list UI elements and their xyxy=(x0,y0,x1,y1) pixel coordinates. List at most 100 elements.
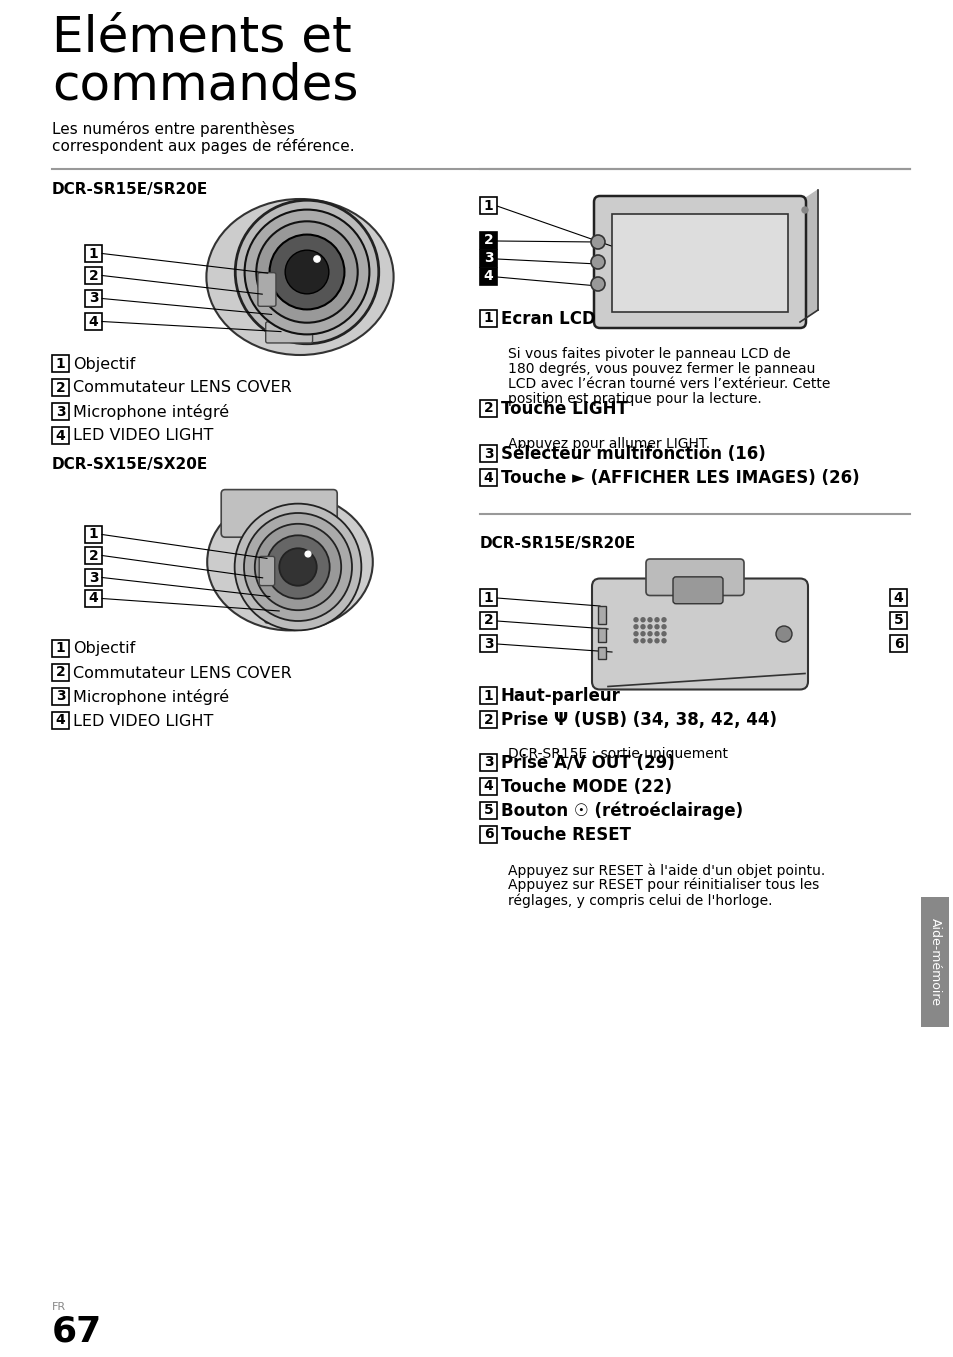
Circle shape xyxy=(655,632,659,635)
Circle shape xyxy=(775,626,791,642)
Text: FR: FR xyxy=(52,1301,66,1312)
Text: 5: 5 xyxy=(893,613,902,627)
Text: 2: 2 xyxy=(55,665,66,680)
Text: correspondent aux pages de référence.: correspondent aux pages de référence. xyxy=(52,138,355,153)
Text: 1: 1 xyxy=(89,247,98,261)
Text: Prise A/V OUT (29): Prise A/V OUT (29) xyxy=(500,754,674,772)
FancyBboxPatch shape xyxy=(52,664,69,681)
Text: 2: 2 xyxy=(483,712,493,726)
Text: 6: 6 xyxy=(483,828,493,841)
Text: DCR-SR15E/SR20E: DCR-SR15E/SR20E xyxy=(479,536,636,551)
Circle shape xyxy=(244,209,369,334)
Circle shape xyxy=(285,250,329,294)
Text: 1: 1 xyxy=(483,198,493,213)
FancyBboxPatch shape xyxy=(645,559,743,596)
Text: Bouton ☉ (rétroéclairage): Bouton ☉ (rétroéclairage) xyxy=(500,802,742,820)
FancyBboxPatch shape xyxy=(85,267,102,284)
Circle shape xyxy=(801,208,807,213)
Text: Sélecteur multifonction (16): Sélecteur multifonction (16) xyxy=(500,445,765,463)
Text: 4: 4 xyxy=(483,270,493,284)
Text: commandes: commandes xyxy=(52,61,358,109)
FancyBboxPatch shape xyxy=(479,754,497,771)
FancyBboxPatch shape xyxy=(85,569,102,586)
Text: Objectif: Objectif xyxy=(73,642,135,657)
Polygon shape xyxy=(800,190,817,322)
Text: 2: 2 xyxy=(55,380,66,395)
Circle shape xyxy=(661,639,665,643)
Circle shape xyxy=(266,535,330,598)
FancyBboxPatch shape xyxy=(479,197,497,214)
Text: 4: 4 xyxy=(483,779,493,794)
FancyBboxPatch shape xyxy=(889,635,906,651)
Text: LCD avec l’écran tourné vers l’extérieur. Cette: LCD avec l’écran tourné vers l’extérieur… xyxy=(507,377,829,391)
Circle shape xyxy=(234,503,361,631)
Text: 2: 2 xyxy=(483,233,493,247)
Text: 4: 4 xyxy=(483,471,493,484)
Circle shape xyxy=(590,255,604,269)
FancyBboxPatch shape xyxy=(479,445,497,461)
Circle shape xyxy=(655,639,659,643)
Circle shape xyxy=(314,256,320,262)
Circle shape xyxy=(647,617,651,622)
FancyBboxPatch shape xyxy=(85,527,102,543)
FancyBboxPatch shape xyxy=(85,290,102,307)
Circle shape xyxy=(270,235,344,309)
Circle shape xyxy=(634,632,638,635)
Text: 6: 6 xyxy=(893,636,902,650)
FancyBboxPatch shape xyxy=(85,313,102,330)
FancyBboxPatch shape xyxy=(479,635,497,651)
Circle shape xyxy=(254,524,341,611)
FancyBboxPatch shape xyxy=(479,470,497,486)
Circle shape xyxy=(590,277,604,290)
Text: Si vous faites pivoter le panneau LCD de: Si vous faites pivoter le panneau LCD de xyxy=(507,347,790,361)
Circle shape xyxy=(590,235,604,248)
Circle shape xyxy=(244,513,352,622)
Circle shape xyxy=(647,632,651,635)
Circle shape xyxy=(634,624,638,628)
FancyBboxPatch shape xyxy=(479,250,497,267)
Circle shape xyxy=(661,632,665,635)
Text: 2: 2 xyxy=(483,402,493,415)
Text: Commutateur LENS COVER: Commutateur LENS COVER xyxy=(73,380,292,395)
FancyBboxPatch shape xyxy=(479,612,497,630)
FancyBboxPatch shape xyxy=(479,711,497,727)
Circle shape xyxy=(661,617,665,622)
FancyBboxPatch shape xyxy=(479,687,497,704)
Text: Touche MODE (22): Touche MODE (22) xyxy=(500,778,671,797)
Text: 1: 1 xyxy=(55,357,66,370)
FancyBboxPatch shape xyxy=(479,267,497,285)
Text: Appuyez sur RESET pour réinitialiser tous les: Appuyez sur RESET pour réinitialiser tou… xyxy=(507,878,819,893)
Text: 4: 4 xyxy=(893,590,902,604)
Text: 3: 3 xyxy=(483,756,493,769)
Text: 1: 1 xyxy=(483,688,493,703)
Text: Appuyez pour allumer LIGHT.: Appuyez pour allumer LIGHT. xyxy=(507,437,709,451)
FancyBboxPatch shape xyxy=(598,647,605,660)
Circle shape xyxy=(640,639,644,643)
FancyBboxPatch shape xyxy=(85,246,102,262)
Text: 180 degrés, vous pouvez fermer le panneau: 180 degrés, vous pouvez fermer le pannea… xyxy=(507,362,815,376)
Circle shape xyxy=(655,624,659,628)
FancyBboxPatch shape xyxy=(920,897,948,1027)
FancyBboxPatch shape xyxy=(598,628,605,642)
Text: 3: 3 xyxy=(89,570,98,585)
Text: 3: 3 xyxy=(55,404,65,418)
FancyBboxPatch shape xyxy=(479,802,497,820)
Text: 4: 4 xyxy=(89,592,98,605)
Circle shape xyxy=(655,617,659,622)
Text: Appuyez sur RESET à l'aide d'un objet pointu.: Appuyez sur RESET à l'aide d'un objet po… xyxy=(507,863,824,878)
Text: DCR-SR15E : sortie uniquement: DCR-SR15E : sortie uniquement xyxy=(507,746,727,761)
FancyBboxPatch shape xyxy=(52,712,69,729)
Circle shape xyxy=(640,617,644,622)
Text: réglages, y compris celui de l'horloge.: réglages, y compris celui de l'horloge. xyxy=(507,893,772,908)
Text: 3: 3 xyxy=(55,689,65,703)
Text: Touche ► (AFFICHER LES IMAGES) (26): Touche ► (AFFICHER LES IMAGES) (26) xyxy=(500,470,859,487)
FancyBboxPatch shape xyxy=(85,547,102,565)
FancyBboxPatch shape xyxy=(266,322,313,343)
Text: 2: 2 xyxy=(483,613,493,627)
FancyBboxPatch shape xyxy=(265,605,305,623)
Circle shape xyxy=(634,639,638,643)
Text: DCR-SX15E/SX20E: DCR-SX15E/SX20E xyxy=(52,457,208,472)
Ellipse shape xyxy=(207,494,373,631)
Text: DCR-SR15E/SR20E: DCR-SR15E/SR20E xyxy=(52,182,208,197)
Text: 1: 1 xyxy=(89,528,98,541)
